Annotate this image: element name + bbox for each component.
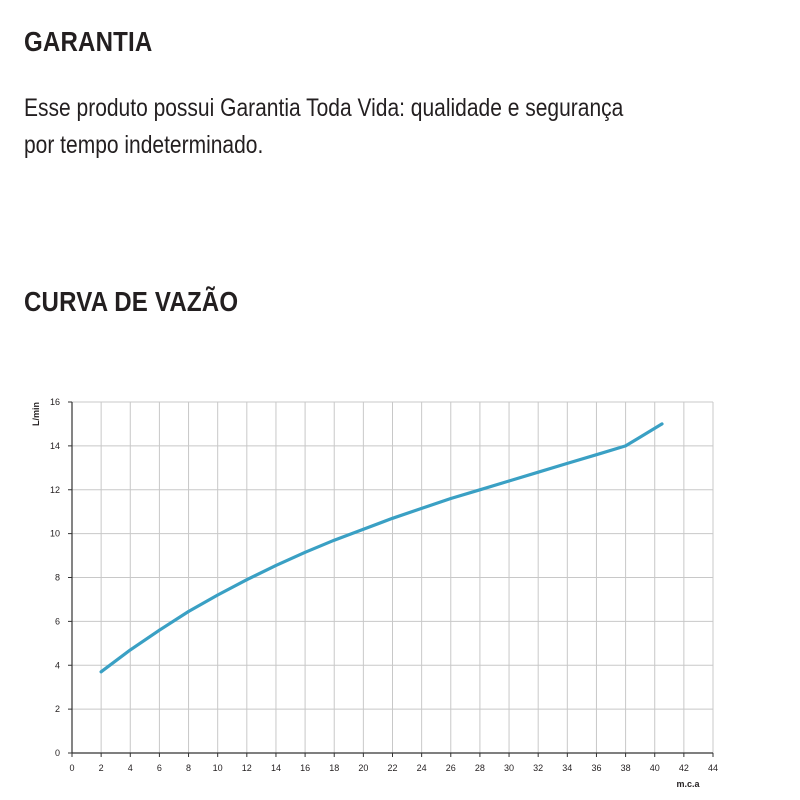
flow-curve-point	[245, 578, 249, 582]
y-axis-label: L/min	[31, 402, 41, 426]
x-tick-label: 10	[213, 763, 223, 773]
flow-curve-point	[660, 422, 664, 426]
flow-curve-point	[449, 497, 453, 500]
flow-curve-point	[99, 670, 103, 674]
x-tick-label: 4	[128, 763, 133, 773]
flow-curve-title: CURVA DE VAZÃO	[24, 286, 239, 317]
x-tick-label: 44	[708, 763, 718, 773]
y-tick-label: 12	[50, 485, 60, 495]
flow-curve-point	[303, 550, 307, 554]
flow-curve-point	[565, 462, 569, 465]
x-tick-label: 32	[533, 763, 543, 773]
x-tick-label: 36	[591, 763, 601, 773]
flow-curve-chart: 0 2 4 6 8 10 12 14 16 18 20 22 24 26 28 30 32 34 36 38 40 42 4…	[31, 397, 718, 789]
x-axis-label: m.c.a	[676, 779, 700, 789]
x-tick-label: 2	[99, 763, 104, 773]
flow-curve-point	[420, 506, 424, 510]
x-tick-label: 26	[446, 763, 456, 773]
y-tick-label: 10	[50, 529, 60, 539]
x-tick-label: 34	[562, 763, 572, 773]
flow-curve-point	[478, 488, 482, 492]
flow-curve-point	[507, 479, 511, 483]
y-tick-label: 8	[55, 573, 60, 583]
x-tick-label: 30	[504, 763, 514, 773]
flow-curve-point	[128, 648, 132, 652]
x-tick-label: 24	[417, 763, 427, 773]
flow-curve-point	[274, 564, 278, 567]
y-tick-label: 0	[55, 748, 60, 758]
chart-tick-labels: 0 2 4 6 8 10 12 14 16 18 20 22 24 26 28 30 32 34 36 38 40 42 4…	[50, 397, 718, 773]
chart-grid	[72, 401, 714, 753]
warranty-text-line-1: Esse produto possui Garantia Toda Vida: …	[24, 94, 624, 122]
flow-curve-point	[624, 444, 627, 448]
y-tick-label: 4	[55, 660, 60, 670]
x-tick-label: 14	[271, 763, 281, 773]
x-tick-label: 12	[242, 763, 252, 773]
flow-curve-point	[216, 593, 220, 597]
x-tick-label: 20	[358, 763, 368, 773]
warranty-text-line-2: por tempo indeterminado.	[24, 131, 264, 159]
y-tick-label: 14	[50, 441, 60, 451]
flow-curve-line	[99, 422, 664, 674]
x-tick-label: 18	[329, 763, 339, 773]
x-tick-label: 16	[300, 763, 310, 773]
x-tick-label: 42	[679, 763, 689, 773]
warranty-title: GARANTIA	[24, 26, 153, 57]
x-tick-label: 38	[621, 763, 631, 773]
x-tick-label: 22	[387, 763, 397, 773]
chart-series	[99, 422, 664, 674]
x-tick-label: 0	[69, 763, 74, 773]
chart-axes	[68, 401, 714, 757]
flow-curve-point	[187, 610, 190, 613]
x-tick-label: 28	[475, 763, 485, 773]
x-tick-label: 8	[186, 763, 191, 773]
flow-curve-point	[158, 628, 161, 632]
x-tick-label: 6	[157, 763, 162, 773]
flow-curve-point	[536, 470, 540, 474]
flow-curve-point	[391, 516, 394, 520]
y-tick-label: 2	[55, 704, 60, 714]
flow-curve-point	[361, 527, 365, 531]
y-tick-label: 16	[50, 397, 60, 407]
warranty-text: Esse produto possui Garantia Toda Vida: …	[24, 90, 763, 164]
flow-curve-point	[332, 538, 336, 542]
y-tick-label: 6	[55, 616, 60, 626]
flow-curve-point	[595, 453, 598, 457]
x-tick-label: 40	[650, 763, 660, 773]
